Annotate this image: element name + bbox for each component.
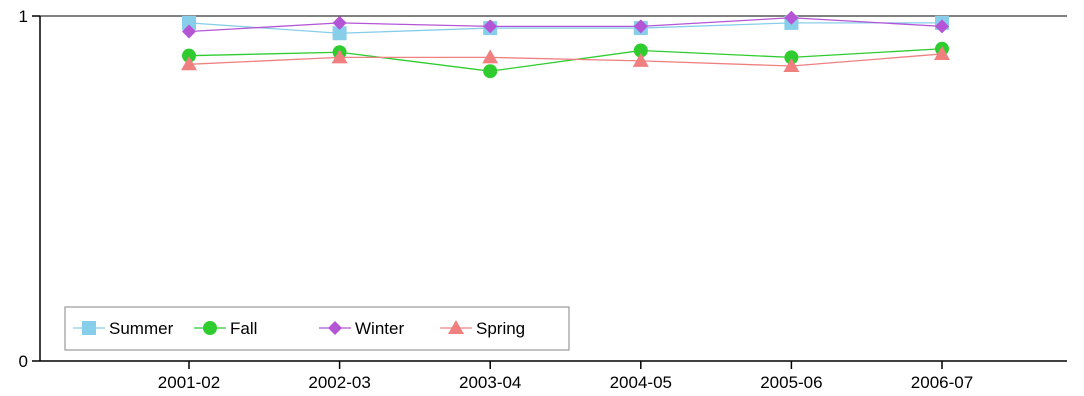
series-winter (182, 10, 949, 39)
x-tick-label: 2001-02 (158, 373, 220, 392)
data-point-fall (633, 43, 648, 58)
data-point-summer (332, 26, 347, 41)
data-point-spring (181, 56, 197, 71)
data-point-spring (482, 49, 499, 64)
data-point-winter (935, 19, 949, 34)
x-tick-label: 2002-03 (308, 373, 370, 392)
legend-marker-winter (328, 321, 342, 335)
legend-label-spring: Spring (476, 319, 525, 338)
x-tick-label: 2005-06 (760, 373, 822, 392)
data-point-spring (632, 52, 649, 67)
data-point-fall (182, 48, 196, 63)
series-line-fall (188, 48, 943, 72)
legend-entry-fall: Fall (194, 319, 257, 338)
legend-entry-winter: Winter (319, 319, 404, 338)
x-tick-label: 2004-05 (610, 373, 672, 392)
y-tick-label: 0 (19, 352, 28, 371)
legend-entry-summer: Summer (73, 319, 174, 338)
data-point-spring (783, 58, 800, 73)
data-point-fall (483, 64, 498, 79)
data-point-fall (784, 50, 799, 65)
data-point-spring (934, 45, 950, 60)
data-point-winter (332, 15, 347, 30)
x-tick-label: 2006-07 (911, 373, 973, 392)
data-point-winter (182, 24, 196, 39)
data-point-winter (483, 19, 498, 34)
series-line-winter (188, 17, 943, 33)
x-tick-label: 2003-04 (459, 373, 521, 392)
data-point-summer (182, 15, 196, 30)
legend: Summer Fall Winter Spring (64, 306, 570, 351)
series-layer (181, 10, 950, 79)
legend-marker-summer (82, 321, 96, 335)
legend-box (64, 306, 570, 351)
axes: 0 1 2001-02 2002-03 2003-04 2004-05 2005-06 200… (19, 7, 1067, 392)
data-point-winter (784, 10, 799, 25)
legend-label-fall: Fall (230, 319, 257, 338)
legend-label-winter: Winter (355, 319, 404, 338)
data-point-spring (331, 49, 348, 64)
y-tick-label: 1 (19, 7, 28, 26)
data-point-winter (633, 19, 648, 34)
series-line-spring (188, 53, 943, 67)
legend-label-summer: Summer (109, 319, 174, 338)
series-line-summer (188, 22, 942, 34)
series-spring (181, 45, 950, 73)
legend-marker-spring (448, 320, 464, 334)
legend-entry-spring: Spring (440, 319, 525, 338)
legend-marker-fall (203, 321, 217, 335)
